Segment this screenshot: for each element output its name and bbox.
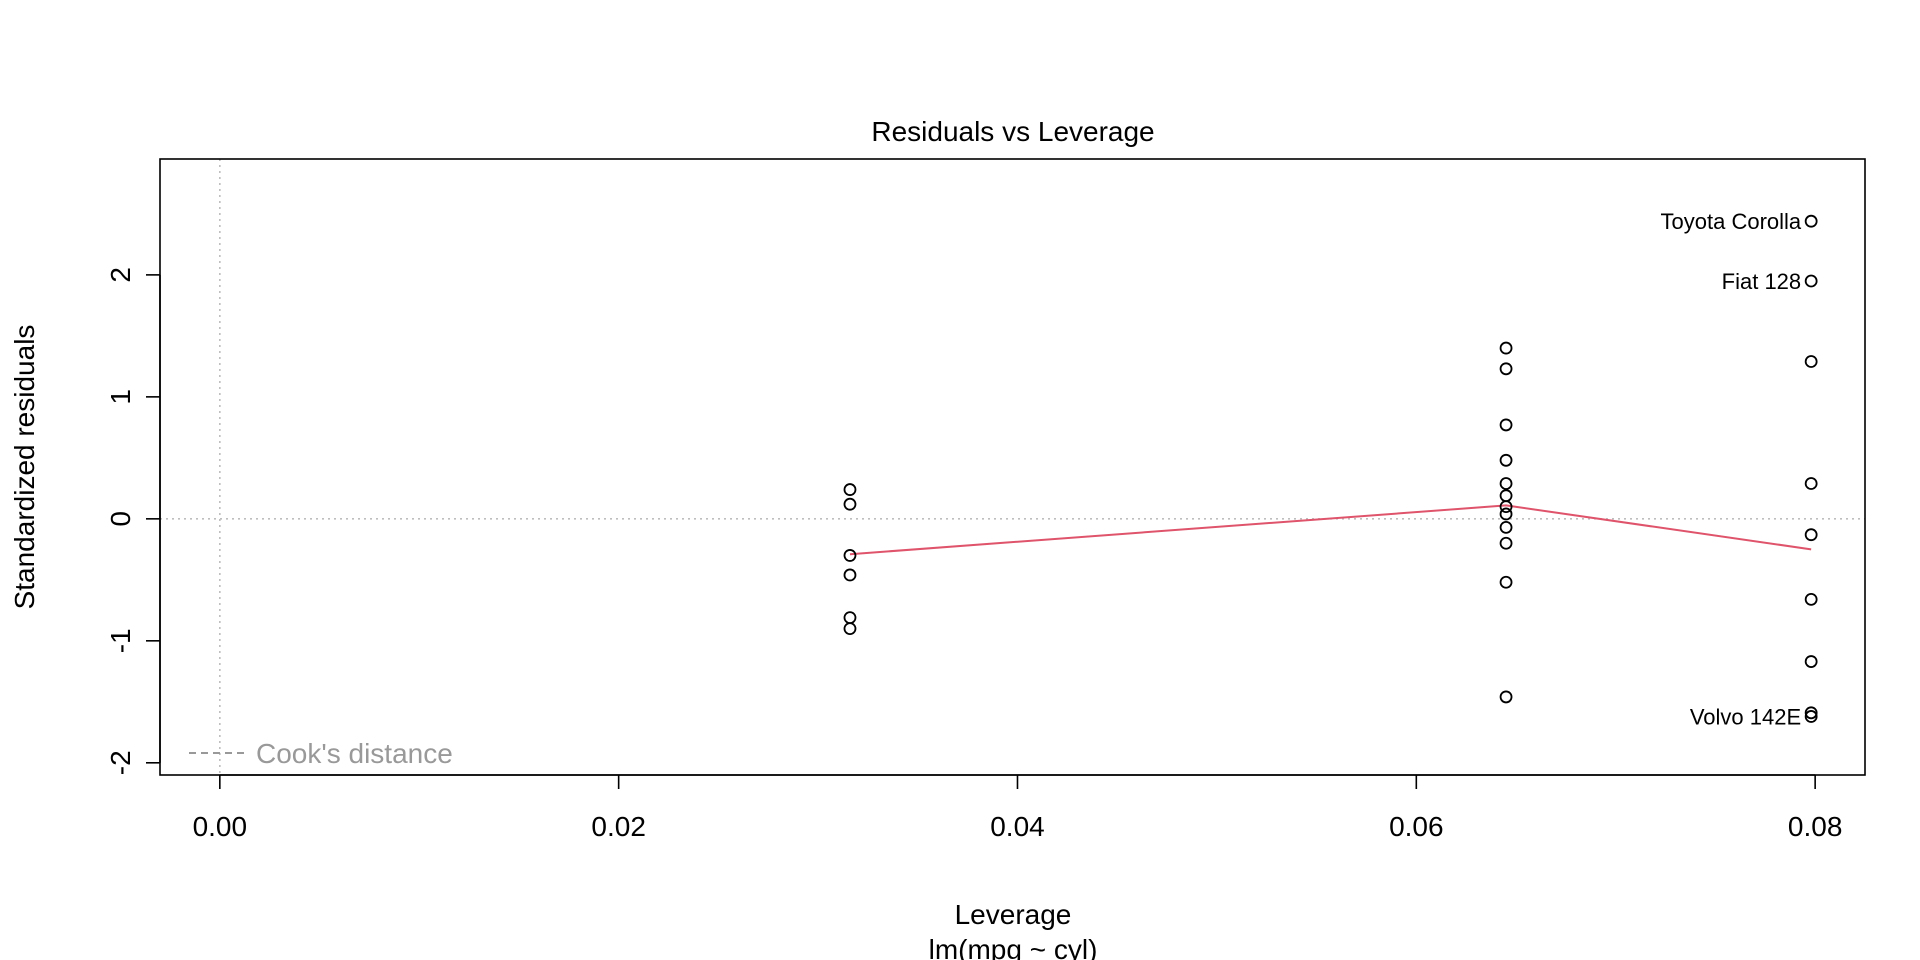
model-formula-subtitle: lm(mpg ~ cyl): [929, 934, 1098, 960]
data-point: [1499, 520, 1513, 534]
data-point: [1499, 575, 1513, 589]
data-point: [1804, 592, 1818, 606]
data-point: [1499, 341, 1513, 355]
chart-title: Residuals vs Leverage: [871, 116, 1154, 147]
points-group: [843, 214, 1818, 723]
data-point: [1804, 214, 1818, 228]
data-point: [1499, 489, 1513, 503]
data-point: [1499, 362, 1513, 376]
data-point: [1804, 274, 1818, 288]
x-axis-label: Leverage: [955, 899, 1072, 930]
y-tick-label: -1: [105, 628, 136, 653]
data-point: [843, 497, 857, 511]
data-point: [1499, 507, 1513, 521]
y-tick-label: 2: [105, 267, 136, 283]
x-tick-label: 0.08: [1788, 811, 1843, 842]
data-point: [1499, 690, 1513, 704]
data-point: [1499, 453, 1513, 467]
x-tick-label: 0.06: [1389, 811, 1444, 842]
y-axis-label: Standardized residuals: [9, 325, 40, 610]
smooth-fit-line: [849, 504, 1812, 556]
smooth-line-group: [849, 504, 1812, 556]
data-point: [843, 483, 857, 496]
data-point: [1804, 355, 1818, 368]
data-point: [1499, 477, 1513, 490]
point-label: Fiat 128: [1722, 269, 1802, 294]
point-label: Volvo 142E: [1690, 704, 1801, 729]
x-axis: 0.00 0.02 0.04 0.06 0.08: [193, 774, 1843, 842]
legend-label: Cook's distance: [256, 738, 453, 769]
data-point: [1499, 418, 1513, 432]
x-tick-label: 0.00: [193, 811, 248, 842]
data-point: [843, 622, 857, 636]
data-point: [1804, 528, 1818, 542]
data-point: [1804, 706, 1818, 720]
y-tick-label: 1: [105, 389, 136, 405]
y-tick-label: -2: [105, 750, 136, 775]
data-point: [1499, 536, 1513, 550]
data-point: [1804, 655, 1818, 668]
point-label: Toyota Corolla: [1661, 209, 1802, 234]
y-tick-label: 0: [105, 511, 136, 527]
legend: Cook's distance: [189, 738, 453, 769]
data-point: [843, 611, 857, 625]
data-point: [843, 568, 857, 582]
point-labels-group: Toyota Corolla Fiat 128 Volvo 142E: [1661, 209, 1802, 729]
data-point: [1804, 477, 1818, 490]
plot-frame: [159, 158, 1866, 776]
y-axis: -2 -1 0 1 2: [105, 267, 161, 775]
x-tick-label: 0.02: [591, 811, 646, 842]
data-point: [1804, 710, 1818, 723]
reference-lines: [160, 159, 1865, 775]
data-point: [1499, 500, 1513, 514]
x-tick-label: 0.04: [990, 811, 1045, 842]
data-point: [843, 549, 857, 562]
